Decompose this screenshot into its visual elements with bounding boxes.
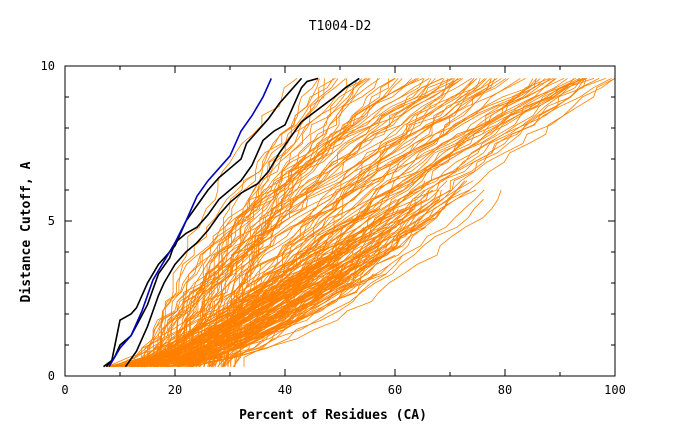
model-curve: [136, 264, 362, 368]
y-axis-label: Distance Cutoff, A: [19, 161, 34, 302]
model-curve: [191, 226, 425, 368]
highlight-curve-black-3: [124, 77, 360, 368]
model-curve: [130, 282, 263, 368]
model-curve: [166, 78, 378, 367]
model-curve: [154, 78, 594, 367]
x-tick-label: 100: [604, 383, 626, 397]
model-curve: [193, 78, 600, 367]
highlighted-curves: [103, 77, 360, 368]
model-curve: [150, 245, 380, 368]
model-curve: [222, 78, 456, 367]
model-curve: [140, 78, 507, 367]
x-tick-label: 20: [168, 383, 182, 397]
model-curve: [186, 180, 474, 368]
model-curve: [227, 78, 359, 367]
model-curve: [166, 78, 475, 367]
model-curve: [198, 78, 538, 367]
model-curve: [173, 254, 371, 368]
model-curve: [144, 245, 380, 368]
chart-title: T1004-D2: [309, 19, 372, 34]
model-curve: [230, 78, 606, 367]
y-tick-label: 0: [48, 369, 55, 383]
model-curve: [147, 78, 502, 367]
model-curve: [211, 78, 580, 367]
model-curve: [158, 78, 541, 367]
model-curve: [198, 78, 449, 368]
x-tick-label: 0: [61, 383, 68, 397]
model-curve: [188, 78, 363, 367]
model-curve: [208, 78, 491, 367]
highlight-curve-blue: [108, 78, 273, 368]
model-curve: [223, 78, 320, 367]
model-curve: [143, 245, 363, 368]
y-tick-label: 5: [48, 214, 55, 228]
model-curve: [153, 78, 444, 367]
model-curve: [169, 199, 484, 368]
model-curves: [106, 78, 616, 368]
x-axis-label: Percent of Residues (CA): [239, 408, 427, 423]
model-curve: [234, 78, 584, 367]
axis-ticks: 0 20 40 60 80 100 0 5 10: [41, 59, 626, 397]
model-curve: [220, 78, 463, 367]
model-curve: [160, 78, 425, 367]
model-curve: [202, 78, 430, 367]
model-curve: [176, 78, 371, 367]
model-curve: [149, 78, 521, 367]
model-curve: [151, 78, 453, 367]
model-curve: [136, 189, 440, 368]
model-curve: [243, 78, 586, 367]
highlight-curve-black-1: [105, 77, 319, 368]
x-tick-label: 60: [388, 383, 402, 397]
model-curve: [165, 78, 588, 368]
model-curve: [141, 78, 583, 368]
x-tick-label: 80: [498, 383, 512, 397]
model-curve: [168, 78, 481, 367]
model-curve: [184, 189, 461, 368]
model-curve: [161, 78, 526, 367]
y-tick-label: 10: [41, 59, 55, 73]
x-tick-label: 40: [278, 383, 292, 397]
model-curve: [119, 217, 423, 368]
model-curve: [167, 226, 410, 368]
model-curve: [177, 245, 400, 368]
model-curve: [176, 189, 502, 368]
model-curve: [140, 282, 312, 368]
model-curve: [150, 264, 300, 367]
model-curve: [195, 78, 334, 367]
